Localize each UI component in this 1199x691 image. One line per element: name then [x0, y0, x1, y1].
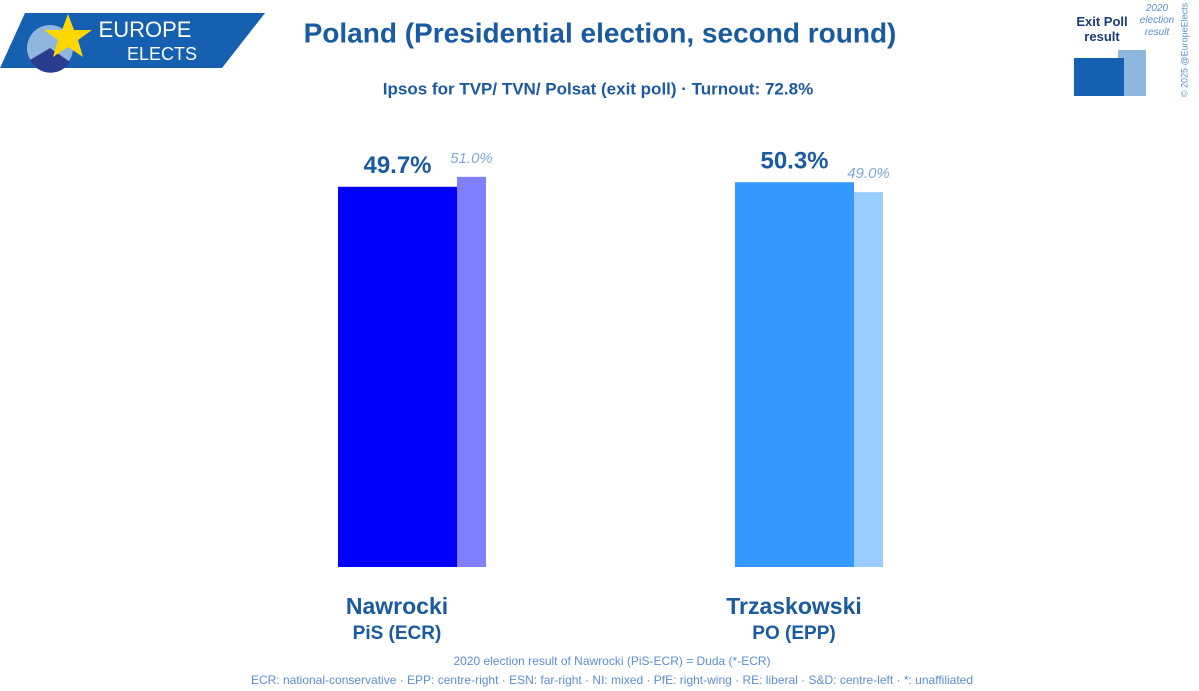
legend-swatch [1074, 58, 1124, 96]
value-label: 50.3% [760, 148, 828, 175]
x-tick-sublabel: PiS (ECR) [353, 623, 442, 644]
x-tick-label: Nawrocki [346, 593, 448, 619]
value-label: 51.0% [450, 150, 493, 167]
bar-2020 [854, 192, 883, 567]
logo-star [44, 14, 92, 57]
x-tick-label: Trzaskowski [726, 593, 862, 619]
logo-text: EUROPE [99, 17, 192, 42]
footnote: 2020 election result of Nawrocki (PiS-EC… [453, 654, 770, 668]
bar-exit-poll [338, 186, 457, 568]
value-label: 49.7% [363, 152, 431, 179]
x-tick-sublabel: PO (EPP) [752, 623, 835, 644]
chart-subtitle: Ipsos for TVP/ TVN/ Polsat (exit poll) ·… [383, 79, 813, 98]
logo-globe-shade [30, 48, 70, 73]
chart-title: Poland (Presidential election, second ro… [304, 17, 897, 48]
legend-label: Exit Poll result [1076, 14, 1128, 44]
footnote: ECR: national-conservative · EPP: centre… [251, 673, 973, 687]
logo-text: ELECTS [127, 44, 197, 64]
value-label: 49.0% [847, 165, 890, 182]
legend-label: 2020 election result [1139, 3, 1175, 38]
copyright: © 2025 @EuropeElects [1179, 2, 1189, 97]
bar-exit-poll [735, 182, 854, 567]
logo: EUROPE ELECTS [0, 13, 265, 73]
bar-2020 [457, 176, 486, 567]
